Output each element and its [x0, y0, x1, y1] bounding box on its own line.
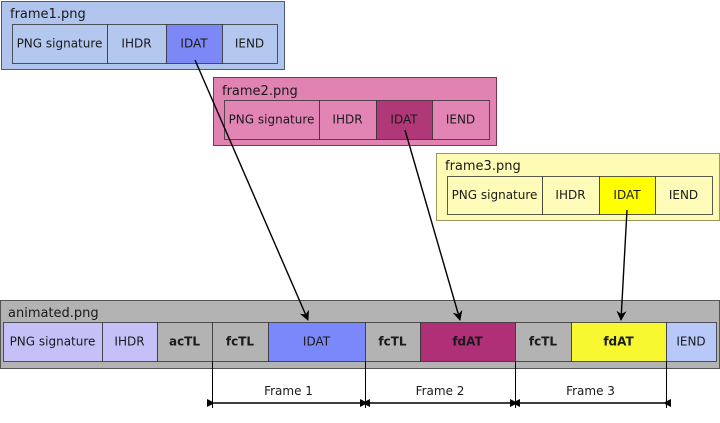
frame2-data-arrow — [404, 129, 463, 321]
frame3-file: frame3.png PNG signature IHDR IDAT IEND — [436, 153, 720, 221]
chunk-label: PNG signature — [452, 188, 538, 202]
chunk-label: fdAT — [452, 335, 483, 349]
animated-title: animated.png — [8, 306, 99, 321]
chunk-cell — [102, 322, 158, 362]
frame3-data-arrow — [616, 209, 628, 321]
chunk-cell — [599, 176, 656, 215]
chunk-cell — [376, 100, 433, 140]
chunk-cell — [447, 176, 543, 215]
frame1-file: frame1.png PNG signature IHDR IDAT IEND — [1, 1, 285, 70]
chunk-cell — [157, 322, 213, 362]
chunk-cell — [432, 100, 490, 140]
chunk-cell — [12, 24, 108, 64]
chunk-label: fcTL — [378, 335, 407, 349]
frame-spans: Frame 1 Frame 2 Frame 3 — [207, 361, 671, 408]
chunk-cell — [224, 100, 320, 140]
frame-span-label: Frame 2 — [416, 384, 465, 398]
chunk-label: PNG signature — [10, 335, 96, 349]
frame3-title: frame3.png — [445, 159, 521, 174]
frame1-data-arrow — [194, 59, 309, 321]
chunk-label: IDAT — [303, 335, 331, 349]
chunk-label: fcTL — [529, 335, 558, 349]
chunk-label: IHDR — [121, 37, 151, 51]
frame-span-label: Frame 3 — [566, 384, 615, 398]
chunk-label: IHDR — [332, 113, 362, 127]
frame1-title: frame1.png — [10, 7, 86, 22]
chunk-cell — [666, 322, 717, 362]
chunk-cell — [542, 176, 600, 215]
chunk-label: IHDR — [555, 188, 585, 202]
chunk-label: IDAT — [390, 113, 418, 127]
chunk-cell — [3, 322, 103, 362]
chunk-label: IHDR — [114, 335, 144, 349]
chunk-cell — [571, 322, 667, 362]
chunk-label: IEND — [669, 188, 698, 202]
chunk-cell — [268, 322, 366, 362]
chunk-cell — [319, 100, 377, 140]
chunk-label: fdAT — [603, 335, 634, 349]
frame-span-label: Frame 1 — [264, 384, 313, 398]
chunk-label: fcTL — [226, 335, 255, 349]
frame2-title: frame2.png — [222, 84, 298, 99]
chunk-cell — [212, 322, 269, 362]
chunk-label: PNG signature — [17, 37, 103, 51]
chunk-cell — [107, 24, 167, 64]
chunk-label: IEND — [446, 113, 475, 127]
chunk-label: IDAT — [180, 37, 208, 51]
chunk-label: PNG signature — [229, 113, 315, 127]
chunk-cell — [655, 176, 713, 215]
chunk-cell — [222, 24, 278, 64]
animated-file: animated.png PNG signature IHDR acTL fcTL IDA… — [0, 300, 720, 369]
chunk-cell — [420, 322, 516, 362]
chunk-cell — [365, 322, 421, 362]
chunk-label: acTL — [169, 335, 200, 349]
chunk-label: IEND — [235, 37, 264, 51]
chunk-label: IEND — [676, 335, 705, 349]
frame2-file: frame2.png PNG signature IHDR IDAT IEND — [213, 77, 497, 146]
chunk-label: IDAT — [613, 188, 641, 202]
